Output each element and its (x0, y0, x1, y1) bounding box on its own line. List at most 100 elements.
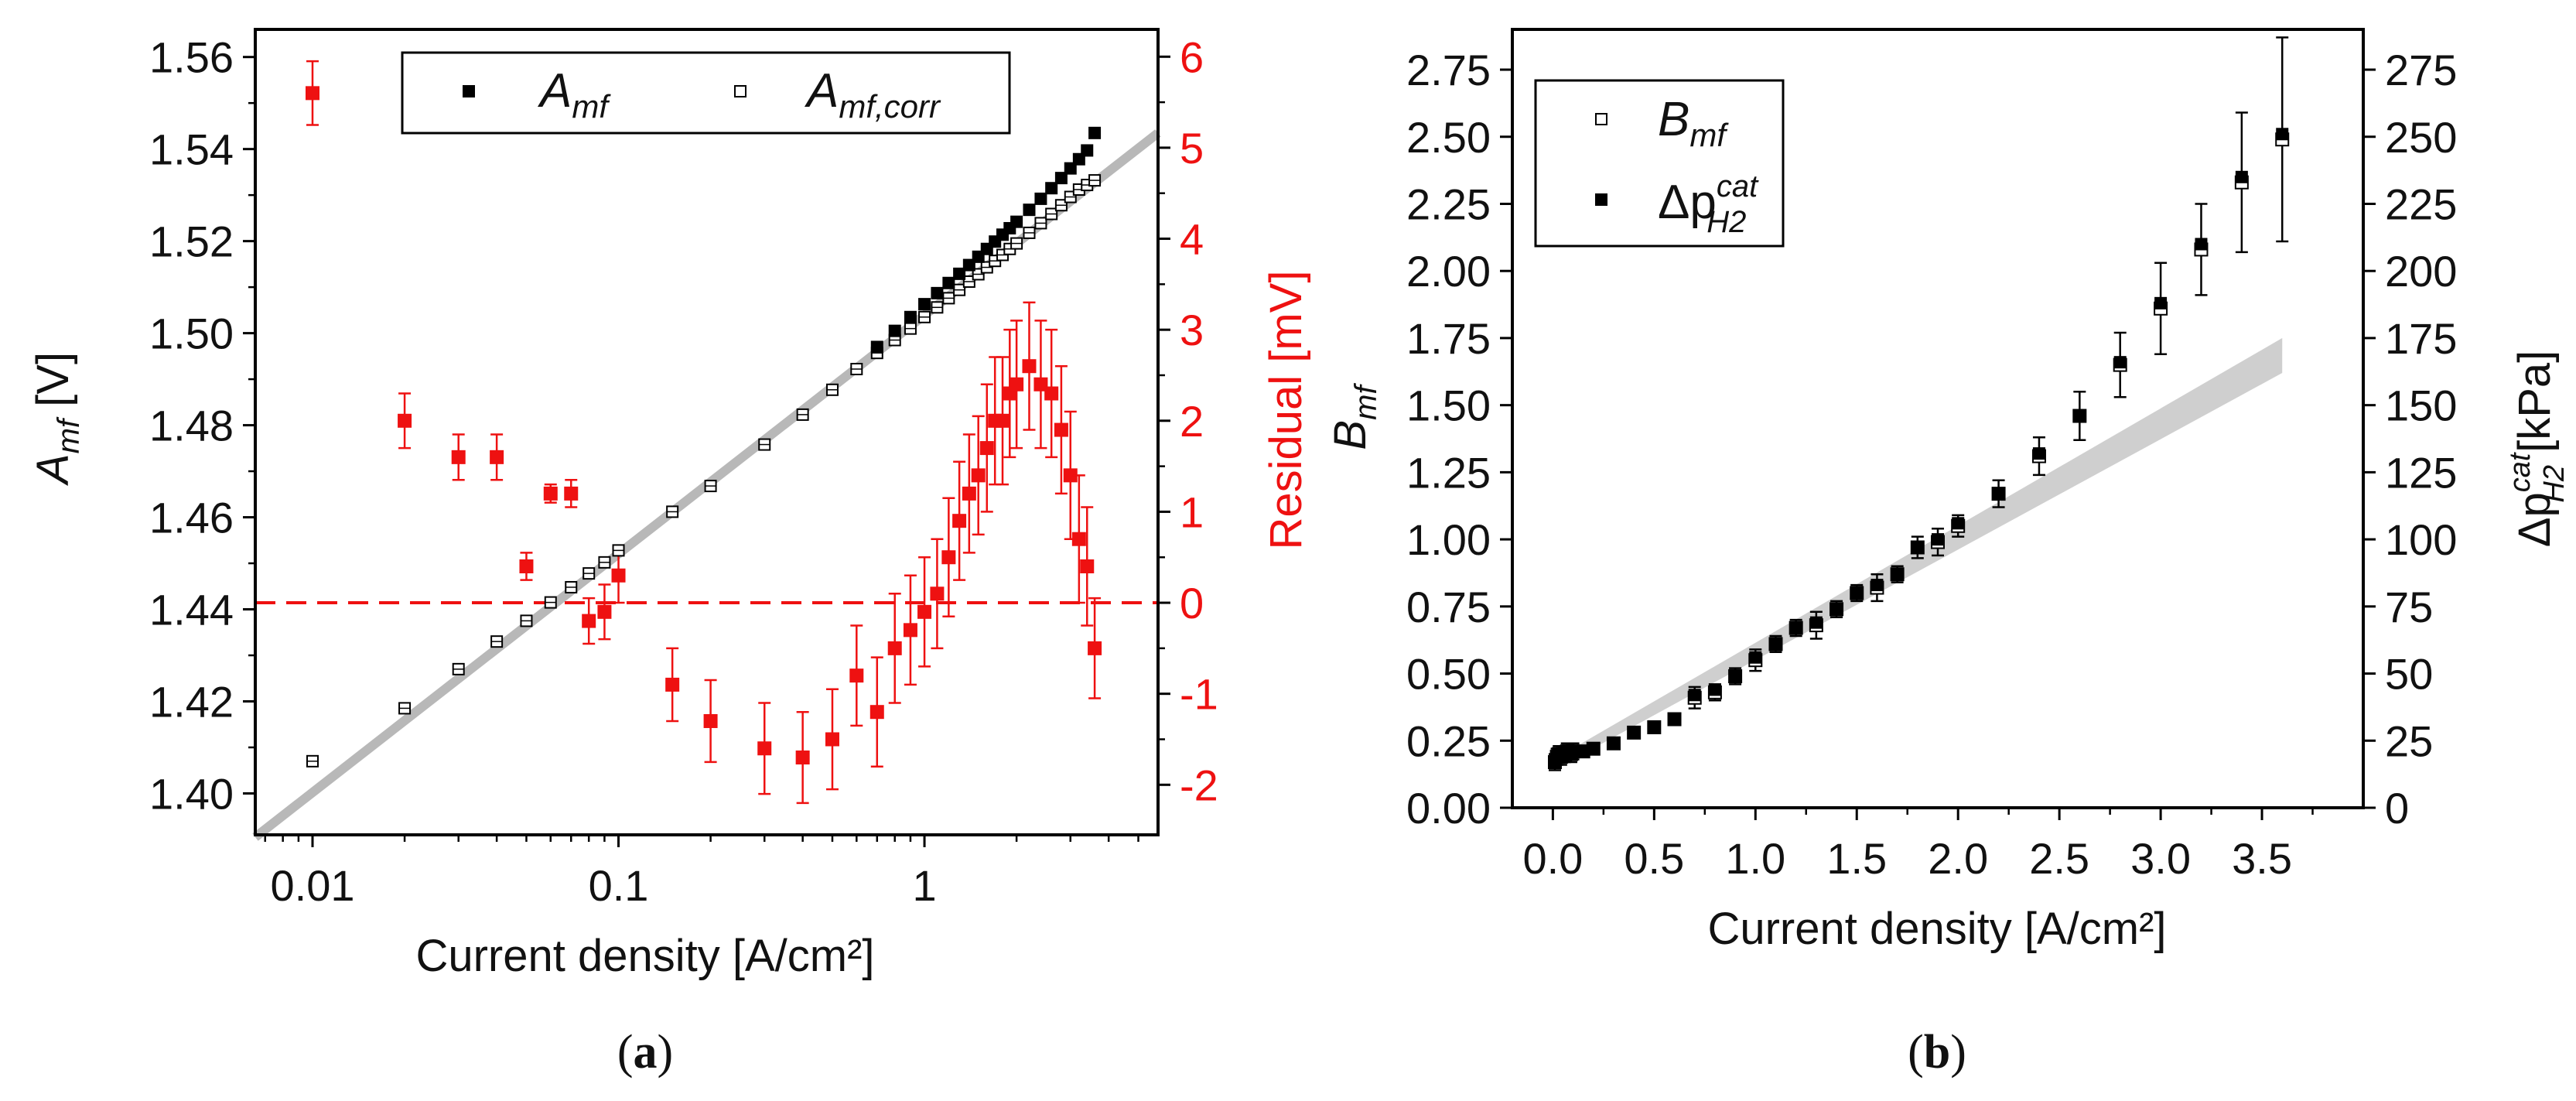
panel-b-x-tick-label: 3.5 (2232, 834, 2292, 883)
panel-a-residual-point (564, 479, 579, 508)
panel-a-residual-marker (941, 550, 956, 565)
panel-b-dp-marker (1830, 603, 1843, 616)
panel-a-y-tick-label: 1.56 (149, 33, 234, 82)
panel-b-legend-label-dp: Δpcat H2 (1658, 169, 1759, 239)
panel-a-residual-point (1033, 320, 1048, 450)
panel-b-x-tick-label: 0.0 (1522, 834, 1583, 883)
panel-b-dp-marker (1769, 638, 1782, 651)
panel-a-amf-marker (942, 276, 955, 289)
panel-a-residual-point (887, 593, 902, 704)
panel-b-y-axis-title-sub: mf (1349, 383, 1383, 420)
panel-b-dp-marker (1749, 651, 1762, 664)
panel-b-x-tick-label: 1.0 (1725, 834, 1785, 883)
panel-a-residual-point (952, 460, 967, 581)
panel-a-residual-marker (1080, 559, 1095, 573)
panel-a-caption: (a) (617, 1026, 673, 1079)
panel-b-caption-open: ( (1908, 1026, 1924, 1079)
panel-a-residual-marker (519, 559, 534, 573)
panel-a-y2-tick-label: 5 (1180, 124, 1204, 173)
panel-b-dp-marker (2073, 409, 2086, 422)
panel-a-residual-point (1063, 410, 1078, 540)
panel-b-dp-marker (2113, 356, 2127, 369)
panel-b-legend-label-bmf: Bmf (1658, 93, 1729, 153)
panel-a-y-tick-label: 1.40 (149, 769, 234, 818)
panel-a-y-axis-title: Amf [V] (28, 352, 86, 486)
panel-a-residual-marker (917, 604, 932, 619)
panel-b-y-tick-label: 1.75 (1406, 314, 1491, 363)
panel-a-residual-marker (703, 713, 718, 728)
panel-a-legend-box (401, 51, 1011, 135)
panel-a-legend-label-amf-sub: mf (572, 88, 611, 125)
panel-a-residual-marker (1054, 422, 1068, 437)
panel-a-amf-marker (1023, 203, 1036, 217)
panel-a-residual-marker (611, 568, 626, 583)
panel-b-legend-label-dp-sup: cat (1717, 169, 1759, 203)
panel-a-x-tick-label: 0.1 (589, 861, 649, 910)
panel-b-y-axis-title-base: B (1325, 420, 1375, 450)
panel-a-residual-point (519, 552, 534, 581)
panel-a-residual-marker (971, 468, 986, 483)
panel-b-y2-axis-title: ΔpcatH2 [kPa] (2504, 350, 2571, 548)
panel-a-residual-marker (887, 641, 902, 655)
panel-a-residual-marker (597, 604, 612, 619)
panel-a-amf-marker (918, 298, 931, 311)
panel-b-dp-marker (1992, 487, 2005, 501)
panel-a-residual-point (1010, 320, 1024, 450)
panel-a-residual-marker (582, 614, 596, 628)
panel-b-dp-marker (1850, 586, 1864, 600)
panel-a-caption-close: ) (658, 1026, 674, 1079)
panel-b-y-tick-label: 2.25 (1406, 180, 1491, 228)
panel-a-residual-marker (1063, 468, 1078, 483)
panel-a-y-tick-label: 1.46 (149, 494, 234, 542)
panel-b-dp-marker (2276, 128, 2289, 141)
panel-b-x-tick-label: 0.5 (1624, 834, 1684, 883)
panel-b-dp-marker (1577, 745, 1590, 758)
panel-a-y-axis-title-sub: mf (52, 416, 86, 453)
panel-b-x-axis-title: Current density [A/cm²] (1707, 904, 2166, 954)
panel-b-y-tick-label: 1.00 (1406, 515, 1491, 564)
panel-a-residual-marker (451, 450, 466, 464)
panel-b-dp-marker (1911, 541, 1924, 554)
panel-a-legend-label-amf-corr: Amf,corr (804, 64, 941, 125)
panel-a-residual-marker (962, 486, 976, 501)
panel-a-caption-letter: a (634, 1026, 658, 1079)
panel-a-residual-marker (1088, 641, 1102, 655)
panel-b-legend-label-dp-base: Δp (1658, 176, 1717, 229)
panel-a-legend-label-amf-corr-sub: mf,corr (839, 88, 941, 125)
panel-b-dp-marker (2235, 170, 2248, 183)
panel-b: 0.0 0.5 1.0 1.5 2.0 2.5 3.0 3.5 0.00 0.25 0.50 0.7… (1325, 28, 2571, 1079)
panel-a-x-tick-label: 1 (912, 861, 936, 910)
panel-a-amf-marker (1088, 126, 1102, 139)
panel-a-y-tick-label: 1.48 (149, 402, 234, 450)
panel-a-y-axis-title-base: A (28, 453, 78, 486)
panel-b-caption-letter: b (1924, 1026, 1950, 1079)
panel-a-residual-marker (543, 486, 558, 501)
panel-a-residual-point (543, 483, 558, 504)
panel-a-residual-point (1022, 301, 1037, 431)
panel-a-y2-tick-label: 0 (1180, 579, 1204, 627)
panel-b-dp-marker (1932, 533, 1944, 546)
panel-a-residual-point (703, 679, 718, 764)
panel-a-residual-point (930, 538, 945, 650)
panel-b-y2-axis-title-prefix: Δp (2509, 492, 2560, 547)
panel-a-plot-frame (254, 28, 1160, 836)
panel-a-residual-point (597, 583, 612, 641)
panel-b-dp-marker (1688, 689, 1701, 702)
panel-a-residual-marker (996, 413, 1010, 428)
panel-b-dp-marker (1587, 742, 1600, 755)
panel-a-residual-point (903, 574, 917, 686)
panel-b-y2-tick-label: 100 (2385, 515, 2457, 564)
panel-b-y2-tick-label: 0 (2385, 784, 2409, 833)
panel-a-amf-marker (1010, 215, 1023, 228)
panel-a-residual-point (1071, 474, 1086, 604)
panel-a-residual-marker (757, 741, 772, 756)
panel-a-residual-marker (849, 668, 864, 683)
panel-b-dp-marker (1952, 517, 1965, 530)
panel-a-amf-marker (870, 340, 883, 354)
panel-a-residual-point (451, 433, 466, 481)
panel-a-residual-point (869, 656, 884, 768)
panel-b-x-tick-label: 1.5 (1826, 834, 1887, 883)
panel-a-residual-marker (795, 751, 810, 765)
panel-b-legend-label-dp-sub: H2 (1707, 205, 1746, 239)
